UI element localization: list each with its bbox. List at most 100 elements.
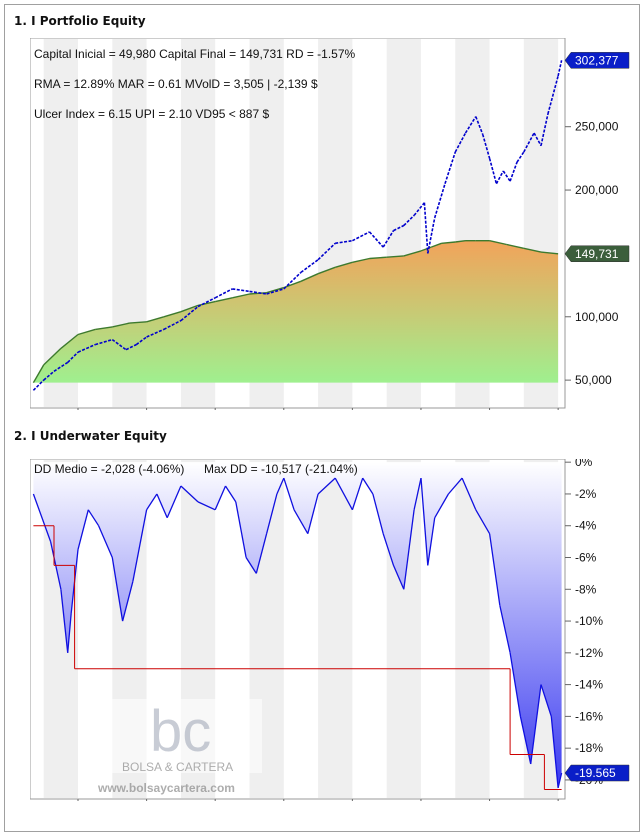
underwater-line-segment <box>307 493 319 534</box>
equity-area-segment <box>180 304 199 313</box>
equity-area-segment <box>163 311 182 318</box>
underwater-line-segment <box>156 493 168 519</box>
equity-line-segment <box>111 338 127 351</box>
equity-line-segment <box>32 379 45 391</box>
value-tag-bg <box>564 52 630 69</box>
underwater-line-segment <box>461 477 477 511</box>
underwater-chart: bc BOLSA & CARTERA www.bolsaycartera.com… <box>30 459 630 801</box>
equity-area-segment <box>430 242 442 248</box>
equity-line-segment <box>352 231 370 242</box>
watermark: bc BOLSA & CARTERA www.bolsaycartera.com <box>92 699 262 795</box>
equity-area-segment <box>300 273 319 282</box>
underwater-line-segment <box>265 493 278 534</box>
equity-line-segment <box>77 343 96 353</box>
equity-area-segment <box>540 251 559 255</box>
equity-area-segment <box>232 293 250 299</box>
y-tick-label: 200,000 <box>575 183 619 197</box>
equity-line-segment <box>509 161 518 182</box>
y-axis: 0%-2%-4%-6%-8%-10%-12%-14%-16%-18%-20% <box>565 459 603 787</box>
underwater-line-segment <box>87 509 100 527</box>
equity-line-segment <box>53 361 69 372</box>
x-axis: 20102012201420162018202020222024 <box>77 799 559 801</box>
equity-line-segment <box>163 319 182 331</box>
equity-line-segment <box>403 214 415 227</box>
value-tag-label: 149,731 <box>575 247 619 261</box>
underwater-line-segment <box>519 716 532 765</box>
underwater-line-segment <box>293 509 309 535</box>
equity-line-segment <box>444 151 457 184</box>
equity-area-segment <box>112 322 130 328</box>
underwater-line-segment <box>132 509 148 582</box>
y-tick-label: -2% <box>575 487 597 501</box>
underwater-line-segment <box>111 557 124 622</box>
y-tick-label: -12% <box>575 646 603 660</box>
value-tag-bg <box>564 764 630 782</box>
underwater-line-segment <box>372 493 384 534</box>
equity-line-segment <box>475 116 484 135</box>
underwater-line-segment <box>180 485 199 503</box>
equity-line-segment <box>94 338 113 346</box>
watermark-url: www.bolsaycartera.com <box>97 781 235 795</box>
equity-line-segment <box>125 343 137 351</box>
equity-area-segment <box>403 250 422 257</box>
equity-line-segment <box>335 239 353 245</box>
equity-line-segment <box>249 290 267 295</box>
underwater-line-segment <box>283 477 295 511</box>
underwater-line-segment <box>334 477 353 511</box>
underwater-line-segment <box>509 652 522 717</box>
value-tags: 302,377 149,731 <box>564 52 630 263</box>
equity-area-segment <box>146 316 164 323</box>
stats-line-1: Capital Inicial = 49,980 Capital Final =… <box>34 47 356 61</box>
year-band <box>318 460 353 798</box>
underwater-line-segment <box>382 533 395 566</box>
underwater-line-segment <box>121 581 134 622</box>
equity-area-segment <box>283 280 302 289</box>
value-tag-label: 302,377 <box>575 53 619 67</box>
underwater-area-layer <box>33 462 562 788</box>
equity-line-segment <box>232 288 250 293</box>
equity-line-segment <box>523 132 535 153</box>
equity-line-segment <box>283 271 302 290</box>
equity-line-segment <box>454 132 467 153</box>
y-tick-label: 0% <box>575 459 593 469</box>
equity-line-segment <box>433 183 446 219</box>
underwater-line-segment <box>413 477 422 510</box>
equity-area-segment <box>197 300 216 307</box>
y-tick-label: -16% <box>575 709 603 723</box>
value-tag-label: -19.565 <box>575 766 616 780</box>
equity-area-segment <box>352 257 370 263</box>
equity-area-segment <box>506 243 524 249</box>
watermark-brand: BOLSA & CARTERA <box>122 760 233 774</box>
underwater-line-segment <box>392 565 405 590</box>
underwater-line-segment <box>32 493 52 542</box>
equity-line-segment <box>423 202 429 254</box>
equity-area-segment <box>77 328 96 336</box>
underwater-line-layer <box>32 477 563 790</box>
underwater-line-segment <box>447 477 463 495</box>
equity-line-segment <box>502 170 511 182</box>
underwater-line-segment <box>98 525 113 558</box>
equity-line-layer <box>32 60 563 391</box>
equity-line-segment <box>43 370 55 381</box>
equity-area-segment <box>32 364 45 384</box>
stats-line-3: Ulcer Index = 6.15 UPI = 2.10 VD95 < 887… <box>34 107 269 121</box>
underwater-line-segment <box>351 477 364 511</box>
equity-line-segment <box>427 217 436 254</box>
equity-area-segment <box>369 256 387 260</box>
equity-line-segment <box>214 288 233 299</box>
equity-line-segment <box>146 328 165 338</box>
y-tick-label: 100,000 <box>575 310 619 324</box>
underwater-line-segment <box>224 485 237 503</box>
equity-line-segment <box>516 151 525 163</box>
underwater-line-segment <box>475 509 491 535</box>
y-tick-label: -18% <box>575 741 603 755</box>
y-tick-label: -4% <box>575 519 597 533</box>
equity-line-segment <box>481 134 491 159</box>
equity-line-segment <box>464 116 477 134</box>
equity-area-layer <box>32 239 559 384</box>
equity-line-segment <box>67 351 79 363</box>
panel-title-equity: 1. I Portfolio Equity <box>14 14 146 28</box>
underwater-line-segment <box>77 509 89 550</box>
dd-medio-label: DD Medio = -2,028 (-4.06%) <box>34 462 184 476</box>
